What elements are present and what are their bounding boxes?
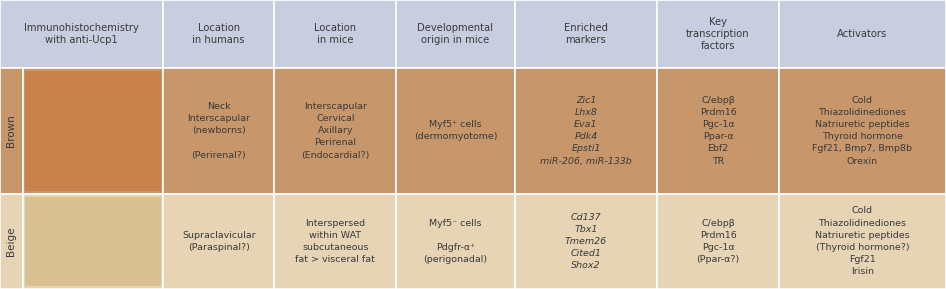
Bar (163, 68, 274, 194)
Bar (779, 68, 946, 194)
Bar (396, 194, 515, 289)
Text: Cd137
Tbx1
Tmem26
Cited1
Shox2: Cd137 Tbx1 Tmem26 Cited1 Shox2 (565, 212, 607, 270)
Text: Developmental
origin in mice: Developmental origin in mice (417, 23, 494, 45)
Text: Interspersed
within WAT
subcutaneous
fat > visceral fat: Interspersed within WAT subcutaneous fat… (295, 218, 376, 264)
Text: C/ebpβ
Prdm16
Pgc-1α
Ppar-α
Ebf2
TR: C/ebpβ Prdm16 Pgc-1α Ppar-α Ebf2 TR (700, 96, 736, 166)
Text: Myf5⁻ cells

Pdgfr-α⁺
(perigonadal): Myf5⁻ cells Pdgfr-α⁺ (perigonadal) (424, 218, 487, 264)
Bar (779, 0, 946, 68)
Bar (163, 194, 274, 289)
Text: Neck
Interscapular
(newborns)

(Perirenal?): Neck Interscapular (newborns) (Perirenal… (187, 102, 250, 160)
Bar (25, 71, 161, 191)
Text: Beige: Beige (7, 227, 16, 256)
Bar (274, 0, 396, 68)
Bar (515, 68, 657, 194)
Bar (23, 68, 163, 194)
Text: Location
in humans: Location in humans (192, 23, 245, 45)
Text: Enriched
markers: Enriched markers (564, 23, 608, 45)
Text: Myf5⁺ cells
(dermomyotome): Myf5⁺ cells (dermomyotome) (413, 120, 498, 141)
Bar (23, 194, 163, 289)
Text: Zic1
Lhx8
Eva1
Pdk4
Epsti1
miR-206, miR-133b: Zic1 Lhx8 Eva1 Pdk4 Epsti1 miR-206, miR-… (540, 96, 632, 166)
Bar (515, 194, 657, 289)
Bar (0, 194, 23, 289)
Text: Activators: Activators (837, 29, 887, 39)
Bar (396, 0, 515, 68)
Text: C/ebpβ
Prdm16
Pgc-1α
(Ppar-α?): C/ebpβ Prdm16 Pgc-1α (Ppar-α?) (696, 218, 740, 264)
Bar (274, 194, 396, 289)
Text: Location
in mice: Location in mice (314, 23, 357, 45)
Bar (657, 194, 779, 289)
Bar (163, 0, 274, 68)
Text: Brown: Brown (7, 114, 16, 147)
Bar (0, 68, 23, 194)
Bar (515, 0, 657, 68)
Bar (657, 68, 779, 194)
Bar (274, 68, 396, 194)
Bar (779, 194, 946, 289)
Text: Cold
Thiazolidinediones
Natriuretic peptides
(Thyroid hormone?)
Fgf21
Irisin: Cold Thiazolidinediones Natriuretic pept… (815, 206, 910, 276)
Text: Key
transcription
factors: Key transcription factors (686, 17, 750, 51)
Bar (0, 0, 163, 68)
Bar (396, 68, 515, 194)
Text: Immunohistochemistry
with anti-Ucp1: Immunohistochemistry with anti-Ucp1 (24, 23, 139, 45)
Bar (657, 0, 779, 68)
Text: Supraclavicular
(Paraspinal?): Supraclavicular (Paraspinal?) (182, 231, 255, 252)
Text: Cold
Thiazolidinediones
Natriuretic peptides
Thyroid hormone
Fgf21, Bmp7, Bmp8b
: Cold Thiazolidinediones Natriuretic pept… (813, 96, 913, 166)
Text: Interscapular
Cervical
Axillary
Perirenal
(Endocardial?): Interscapular Cervical Axillary Perirena… (301, 102, 370, 160)
Bar (25, 197, 161, 286)
